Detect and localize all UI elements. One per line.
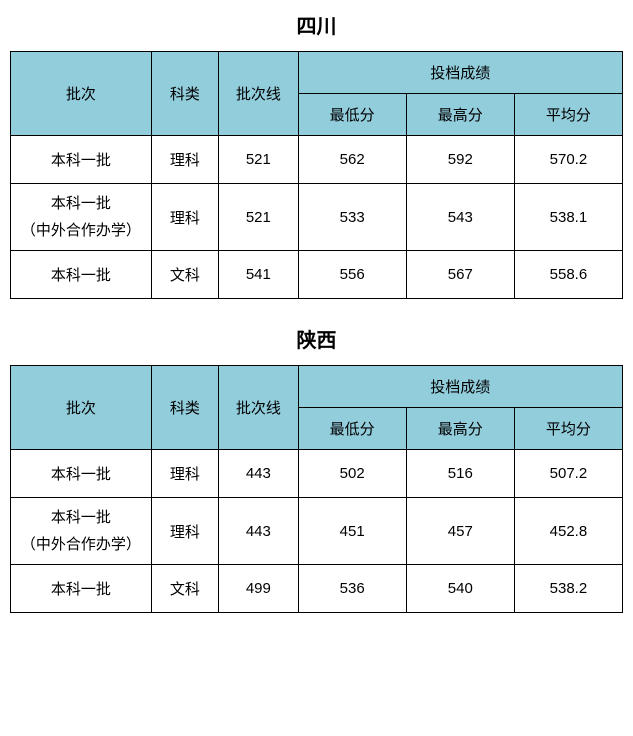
cell-subject: 文科 xyxy=(151,565,218,613)
cell-subject: 理科 xyxy=(151,136,218,184)
batch-line2: （中外合作办学） xyxy=(13,217,149,244)
cell-avg: 452.8 xyxy=(514,498,622,565)
header-min: 最低分 xyxy=(298,408,406,450)
cell-batch: 本科一批（中外合作办学） xyxy=(11,498,152,565)
table-row: 本科一批（中外合作办学）理科521533543538.1 xyxy=(11,184,623,251)
batch-line1: 本科一批 xyxy=(13,190,149,217)
table-section: 四川批次科类批次线投档成绩最低分最高分平均分本科一批理科521562592570… xyxy=(10,10,623,299)
header-max: 最高分 xyxy=(406,408,514,450)
cell-avg: 538.1 xyxy=(514,184,622,251)
score-table: 批次科类批次线投档成绩最低分最高分平均分本科一批理科443502516507.2… xyxy=(10,365,623,613)
cell-batch: 本科一批 xyxy=(11,450,152,498)
header-subject: 科类 xyxy=(151,366,218,450)
table-row: 本科一批文科541556567558.6 xyxy=(11,251,623,299)
cell-max: 592 xyxy=(406,136,514,184)
section-title: 陕西 xyxy=(10,324,623,353)
cell-max: 543 xyxy=(406,184,514,251)
cell-avg: 570.2 xyxy=(514,136,622,184)
table-header-row: 批次科类批次线投档成绩 xyxy=(11,52,623,94)
cell-line: 443 xyxy=(219,450,299,498)
score-table: 批次科类批次线投档成绩最低分最高分平均分本科一批理科521562592570.2… xyxy=(10,51,623,299)
header-score-group: 投档成绩 xyxy=(298,52,622,94)
header-subject: 科类 xyxy=(151,52,218,136)
cell-max: 516 xyxy=(406,450,514,498)
cell-max: 540 xyxy=(406,565,514,613)
cell-min: 562 xyxy=(298,136,406,184)
cell-max: 457 xyxy=(406,498,514,565)
header-line: 批次线 xyxy=(219,366,299,450)
cell-min: 502 xyxy=(298,450,406,498)
cell-line: 443 xyxy=(219,498,299,565)
table-row: 本科一批文科499536540538.2 xyxy=(11,565,623,613)
cell-line: 521 xyxy=(219,136,299,184)
cell-batch: 本科一批 xyxy=(11,136,152,184)
cell-subject: 理科 xyxy=(151,498,218,565)
section-title: 四川 xyxy=(10,10,623,39)
table-header-row: 批次科类批次线投档成绩 xyxy=(11,366,623,408)
cell-line: 499 xyxy=(219,565,299,613)
header-score-group: 投档成绩 xyxy=(298,366,622,408)
cell-line: 541 xyxy=(219,251,299,299)
cell-batch: 本科一批 xyxy=(11,565,152,613)
cell-max: 567 xyxy=(406,251,514,299)
header-batch: 批次 xyxy=(11,52,152,136)
batch-line2: （中外合作办学） xyxy=(13,531,149,558)
header-max: 最高分 xyxy=(406,94,514,136)
batch-line1: 本科一批 xyxy=(13,504,149,531)
cell-subject: 理科 xyxy=(151,450,218,498)
header-batch: 批次 xyxy=(11,366,152,450)
cell-batch: 本科一批 xyxy=(11,251,152,299)
cell-subject: 文科 xyxy=(151,251,218,299)
cell-min: 451 xyxy=(298,498,406,565)
cell-line: 521 xyxy=(219,184,299,251)
cell-min: 533 xyxy=(298,184,406,251)
table-row: 本科一批理科443502516507.2 xyxy=(11,450,623,498)
cell-subject: 理科 xyxy=(151,184,218,251)
header-avg: 平均分 xyxy=(514,408,622,450)
cell-avg: 507.2 xyxy=(514,450,622,498)
table-row: 本科一批理科521562592570.2 xyxy=(11,136,623,184)
table-section: 陕西批次科类批次线投档成绩最低分最高分平均分本科一批理科443502516507… xyxy=(10,324,623,613)
table-row: 本科一批（中外合作办学）理科443451457452.8 xyxy=(11,498,623,565)
cell-min: 556 xyxy=(298,251,406,299)
cell-batch: 本科一批（中外合作办学） xyxy=(11,184,152,251)
cell-avg: 558.6 xyxy=(514,251,622,299)
header-avg: 平均分 xyxy=(514,94,622,136)
header-line: 批次线 xyxy=(219,52,299,136)
header-min: 最低分 xyxy=(298,94,406,136)
cell-min: 536 xyxy=(298,565,406,613)
cell-avg: 538.2 xyxy=(514,565,622,613)
